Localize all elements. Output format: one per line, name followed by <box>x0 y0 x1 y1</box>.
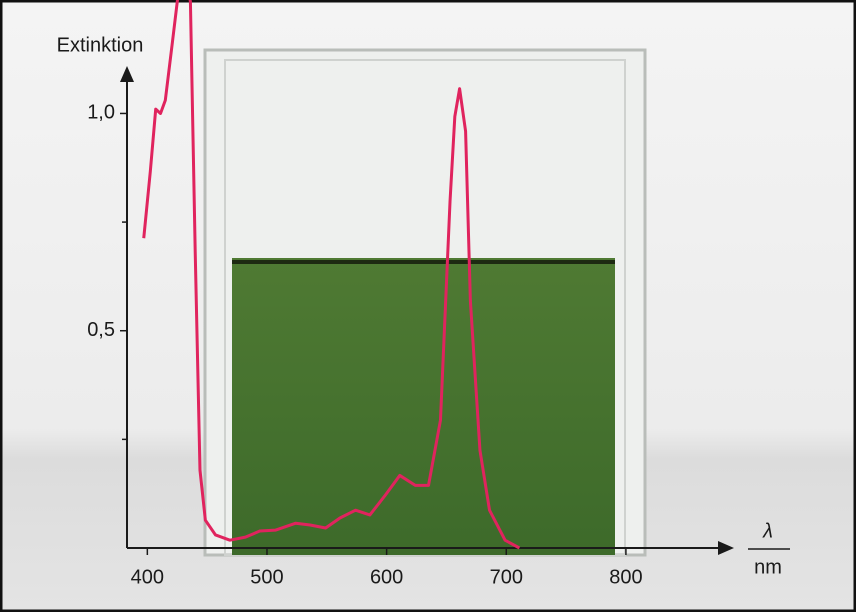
spectrum-line <box>142 0 521 550</box>
x-tick-label: 700 <box>490 566 523 588</box>
x-tick-label: 800 <box>609 566 642 588</box>
x-tick-label: 600 <box>370 566 403 588</box>
y-tick-label: 1,0 <box>87 102 115 124</box>
x-axis-unit: nm <box>754 556 782 578</box>
y-tick-label: 0,5 <box>87 319 115 341</box>
y-arrow <box>120 66 134 82</box>
x-tick-label: 400 <box>131 566 164 588</box>
liquid <box>232 258 615 555</box>
x-arrow <box>718 541 734 555</box>
x-tick-label: 500 <box>250 566 283 588</box>
y-axis-label: Extinktion <box>57 34 144 56</box>
x-axis-label: λ <box>762 520 773 542</box>
